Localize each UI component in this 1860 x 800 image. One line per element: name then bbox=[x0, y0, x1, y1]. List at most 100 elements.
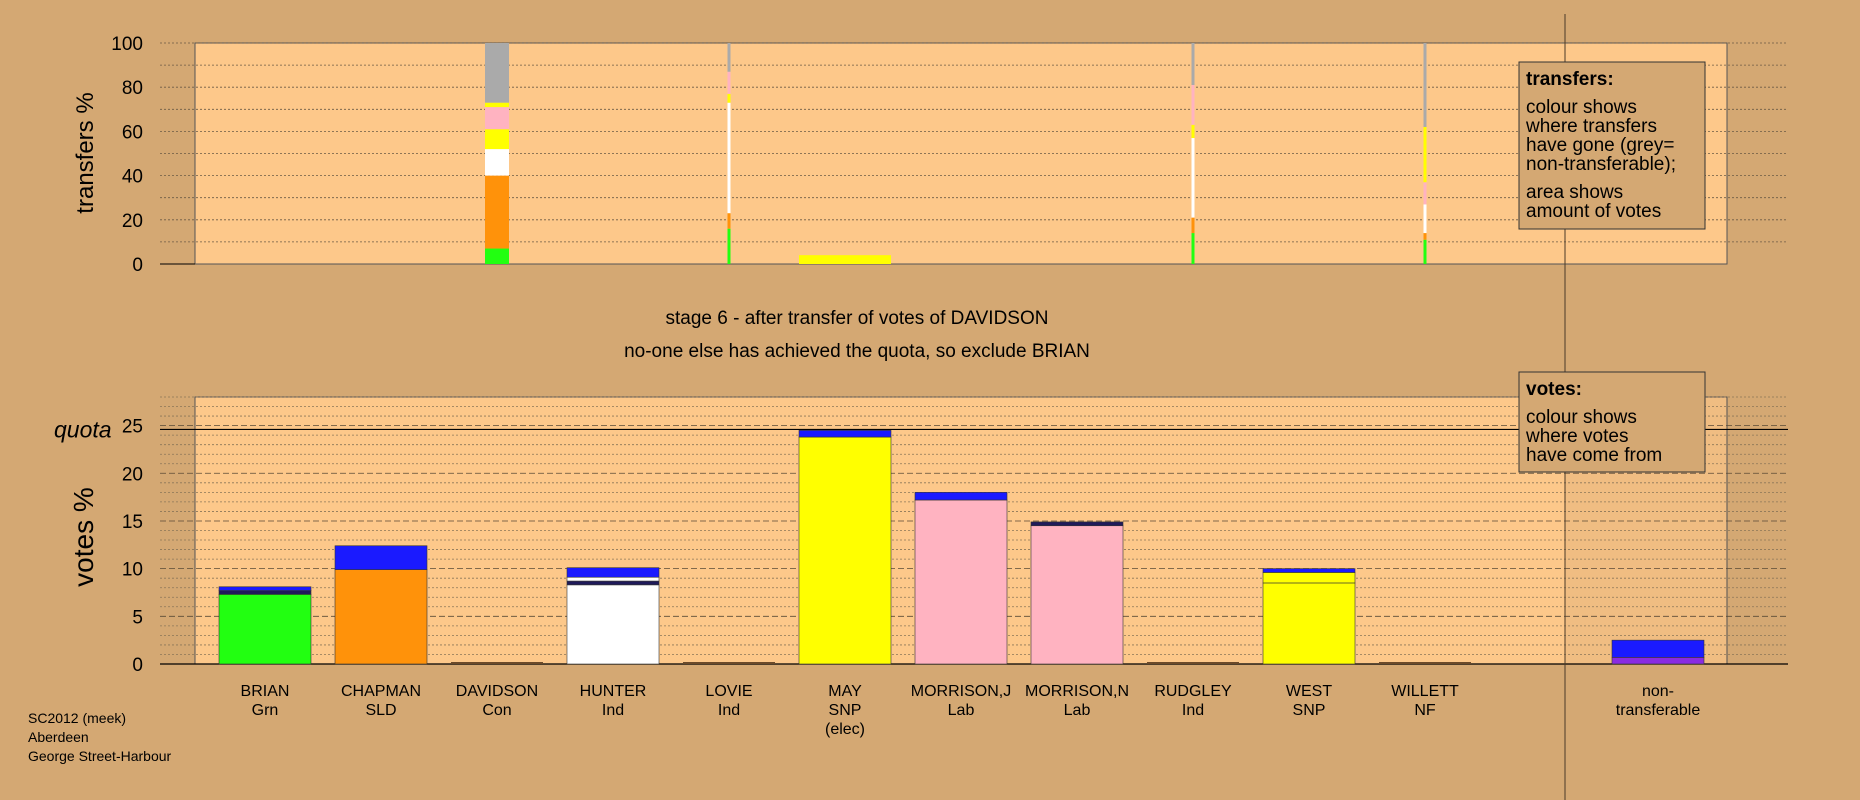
y-tick-label: 20 bbox=[122, 211, 143, 232]
transfer-bar-segment bbox=[1191, 124, 1195, 139]
candidate-label: non- bbox=[1642, 683, 1674, 700]
transfer-bar-segment bbox=[727, 228, 731, 264]
footer: SC2012 (meek) Aberdeen George Street-Har… bbox=[28, 710, 172, 764]
vote-bar-segment bbox=[1611, 657, 1705, 665]
legend-transfers-line: non-transferable); bbox=[1526, 154, 1676, 175]
legend-votes-line: where votes bbox=[1525, 426, 1628, 447]
legend-transfers-line: area shows bbox=[1526, 182, 1623, 203]
transfer-bar-segment bbox=[799, 255, 891, 264]
quota-label: quota bbox=[54, 416, 112, 442]
candidate-label: Ind bbox=[602, 702, 624, 719]
candidate-label: Ind bbox=[1182, 702, 1204, 719]
transfer-bar-segment bbox=[1191, 84, 1195, 125]
candidate-label: DAVIDSON bbox=[456, 683, 538, 700]
legend-votes-line: colour shows bbox=[1526, 407, 1637, 428]
vote-bar-segment bbox=[1262, 572, 1356, 584]
vote-bar-segment bbox=[1611, 639, 1705, 658]
candidate-label: Lab bbox=[1064, 702, 1091, 719]
candidate-label: WEST bbox=[1286, 683, 1332, 700]
y-tick-label: 0 bbox=[132, 655, 143, 676]
transfer-bar-segment bbox=[1423, 204, 1427, 234]
legend-votes-line: have come from bbox=[1526, 445, 1662, 466]
transfer-bar-segment bbox=[485, 129, 509, 150]
transfer-bar-segment bbox=[485, 175, 509, 249]
legend-votes: votes: colour shows where votes have com… bbox=[1518, 371, 1706, 473]
legend-transfers-heading: transfers: bbox=[1526, 69, 1614, 90]
candidate-label: WILLETT bbox=[1391, 683, 1459, 700]
y-tick-label: 25 bbox=[122, 417, 143, 438]
candidate-label: LOVIE bbox=[705, 683, 752, 700]
footer-line-3: George Street-Harbour bbox=[28, 748, 172, 764]
candidate-label: Grn bbox=[252, 702, 279, 719]
candidate-label: NF bbox=[1414, 702, 1436, 719]
vote-bar-segment bbox=[1262, 568, 1356, 573]
legend-transfers-line: colour shows bbox=[1526, 97, 1637, 118]
y-tick-label: 15 bbox=[122, 512, 143, 533]
vote-bar-segment bbox=[218, 586, 312, 591]
candidate-label: RUDGLEY bbox=[1154, 683, 1232, 700]
transfer-bar-segment bbox=[1423, 126, 1427, 183]
candidate-label: SNP bbox=[829, 702, 862, 719]
y-tick-label: 5 bbox=[132, 607, 143, 628]
transfer-bar-segment bbox=[1423, 233, 1427, 240]
vote-bar-segment bbox=[914, 499, 1008, 665]
candidate-label: Con bbox=[482, 702, 511, 719]
transfer-bar-segment bbox=[1423, 239, 1427, 264]
footer-line-1: SC2012 (meek) bbox=[28, 710, 126, 726]
legend-votes-heading: votes: bbox=[1526, 379, 1582, 400]
y-tick-label: 10 bbox=[122, 560, 143, 581]
transfer-bar-segment bbox=[1191, 138, 1195, 218]
transfer-bar-segment bbox=[727, 93, 731, 103]
candidate-label: MORRISON,N bbox=[1025, 683, 1129, 700]
y-tick-label: 40 bbox=[122, 167, 143, 188]
vote-bar-segment bbox=[566, 576, 660, 582]
legend-transfers-line: have gone (grey= bbox=[1526, 135, 1674, 156]
transfer-bar-segment bbox=[485, 149, 509, 176]
candidate-label: Ind bbox=[718, 702, 740, 719]
y-axis-label: transfers % bbox=[72, 92, 99, 213]
candidate-label: Lab bbox=[948, 702, 975, 719]
candidate-label: (elec) bbox=[825, 721, 865, 738]
legend-transfers-box bbox=[1518, 61, 1706, 230]
y-tick-label: 80 bbox=[122, 78, 143, 99]
transfer-bar-segment bbox=[485, 43, 509, 103]
y-axis-label: votes % bbox=[68, 487, 99, 587]
transfer-bar-segment bbox=[1191, 233, 1195, 264]
vote-bar-segment bbox=[1030, 521, 1124, 527]
transfers-plot: 0 20 40 60 80 100 transfers % bbox=[72, 34, 1788, 276]
vote-bar-segment bbox=[566, 584, 660, 665]
transfer-bar-segment bbox=[485, 107, 509, 130]
vote-bar-segment bbox=[1030, 525, 1124, 665]
votes-plot: quota 0 5 10 15 20 25 votes % BRIAN Grn CHAPMAN SLD… bbox=[54, 14, 1788, 800]
candidate-label: BRIAN bbox=[241, 683, 290, 700]
transfer-bar-segment bbox=[727, 213, 731, 229]
candidate-label: CHAPMAN bbox=[341, 683, 421, 700]
footer-line-2: Aberdeen bbox=[28, 729, 89, 745]
candidate-label: HUNTER bbox=[580, 683, 647, 700]
vote-bar-segment bbox=[334, 569, 428, 665]
stage-title: stage 6 - after transfer of votes of DAV… bbox=[666, 308, 1049, 329]
vote-bar-segment bbox=[566, 580, 660, 586]
y-tick-label: 0 bbox=[132, 255, 143, 276]
vote-bar-segment bbox=[1262, 582, 1356, 665]
legend-transfers: transfers: colour shows where transfers … bbox=[1518, 61, 1706, 230]
candidate-label: SNP bbox=[1293, 702, 1326, 719]
stage-subtitle: no-one else has achieved the quota, so e… bbox=[624, 341, 1090, 362]
y-tick-label: 20 bbox=[122, 464, 143, 485]
vote-bar-segment bbox=[334, 545, 428, 570]
legend-transfers-line: amount of votes bbox=[1526, 201, 1661, 222]
legend-votes-box bbox=[1518, 371, 1706, 473]
vote-bar-segment bbox=[798, 430, 892, 438]
transfer-bar-segment bbox=[485, 102, 509, 108]
vote-bar-segment bbox=[218, 590, 312, 595]
y-tick-label: 100 bbox=[111, 34, 143, 55]
transfer-bar-segment bbox=[727, 71, 731, 94]
vote-bar-segment bbox=[798, 436, 892, 665]
candidate-label: SLD bbox=[365, 702, 396, 719]
vote-bar-segment bbox=[914, 492, 1008, 501]
candidate-label: transferable bbox=[1616, 702, 1701, 719]
transfer-bar-segment bbox=[1423, 182, 1427, 205]
candidate-label: MAY bbox=[828, 683, 862, 700]
